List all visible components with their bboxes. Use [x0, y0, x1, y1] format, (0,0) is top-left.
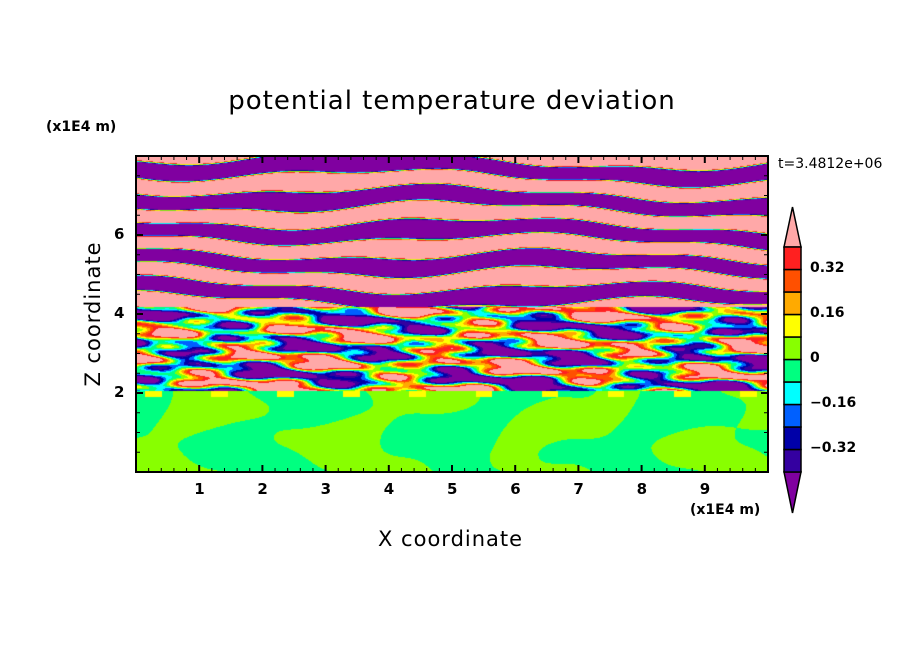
colorbar-swatch: [783, 336, 802, 361]
y-tick-label: 6: [114, 225, 125, 243]
colorbar-swatch: [783, 313, 802, 338]
time-label: t=3.4812e+06: [778, 156, 883, 172]
colorbar-tick-label: −0.32: [810, 439, 857, 456]
colorbar-swatch: [783, 358, 802, 383]
x-tick-label: 7: [573, 480, 584, 498]
x-tick-label: 6: [510, 480, 521, 498]
x-tick-label: 4: [383, 480, 395, 498]
colorbar-swatch: [783, 291, 802, 316]
colorbar-swatch: [783, 246, 802, 271]
y-tick-label: 4: [114, 304, 125, 322]
colorbar-swatch: [783, 426, 802, 451]
colorbar-swatch: [783, 381, 802, 406]
colorbar-tick-label: −0.16: [810, 394, 857, 411]
colorbar-tick-label: 0: [810, 349, 820, 366]
x-axis-label: X coordinate: [378, 527, 524, 551]
colorbar-over-triangle: [783, 206, 802, 248]
contour-field: [137, 157, 768, 472]
colorbar-swatch: [783, 448, 802, 473]
y-tick-label: 2: [114, 383, 125, 401]
chart-title: potential temperature deviation: [228, 86, 676, 116]
x-tick-label: 5: [447, 480, 458, 498]
x-tick-label: 2: [257, 480, 268, 498]
colorbar-swatch: [783, 403, 802, 428]
x-tick-label: 3: [320, 480, 332, 498]
colorbar-tick-label: 0.32: [810, 259, 845, 276]
x-tick-label: 1: [194, 480, 205, 498]
colorbar-tick-label: 0.16: [810, 304, 845, 321]
plot-border: [135, 155, 769, 473]
x-tick-label: 8: [636, 480, 648, 498]
x-unit-label: (x1E4 m): [690, 502, 761, 518]
y-unit-label: (x1E4 m): [46, 119, 117, 135]
x-tick-label: 9: [699, 480, 711, 498]
colorbar-swatch: [783, 268, 802, 293]
colorbar-under-triangle: [783, 471, 802, 514]
